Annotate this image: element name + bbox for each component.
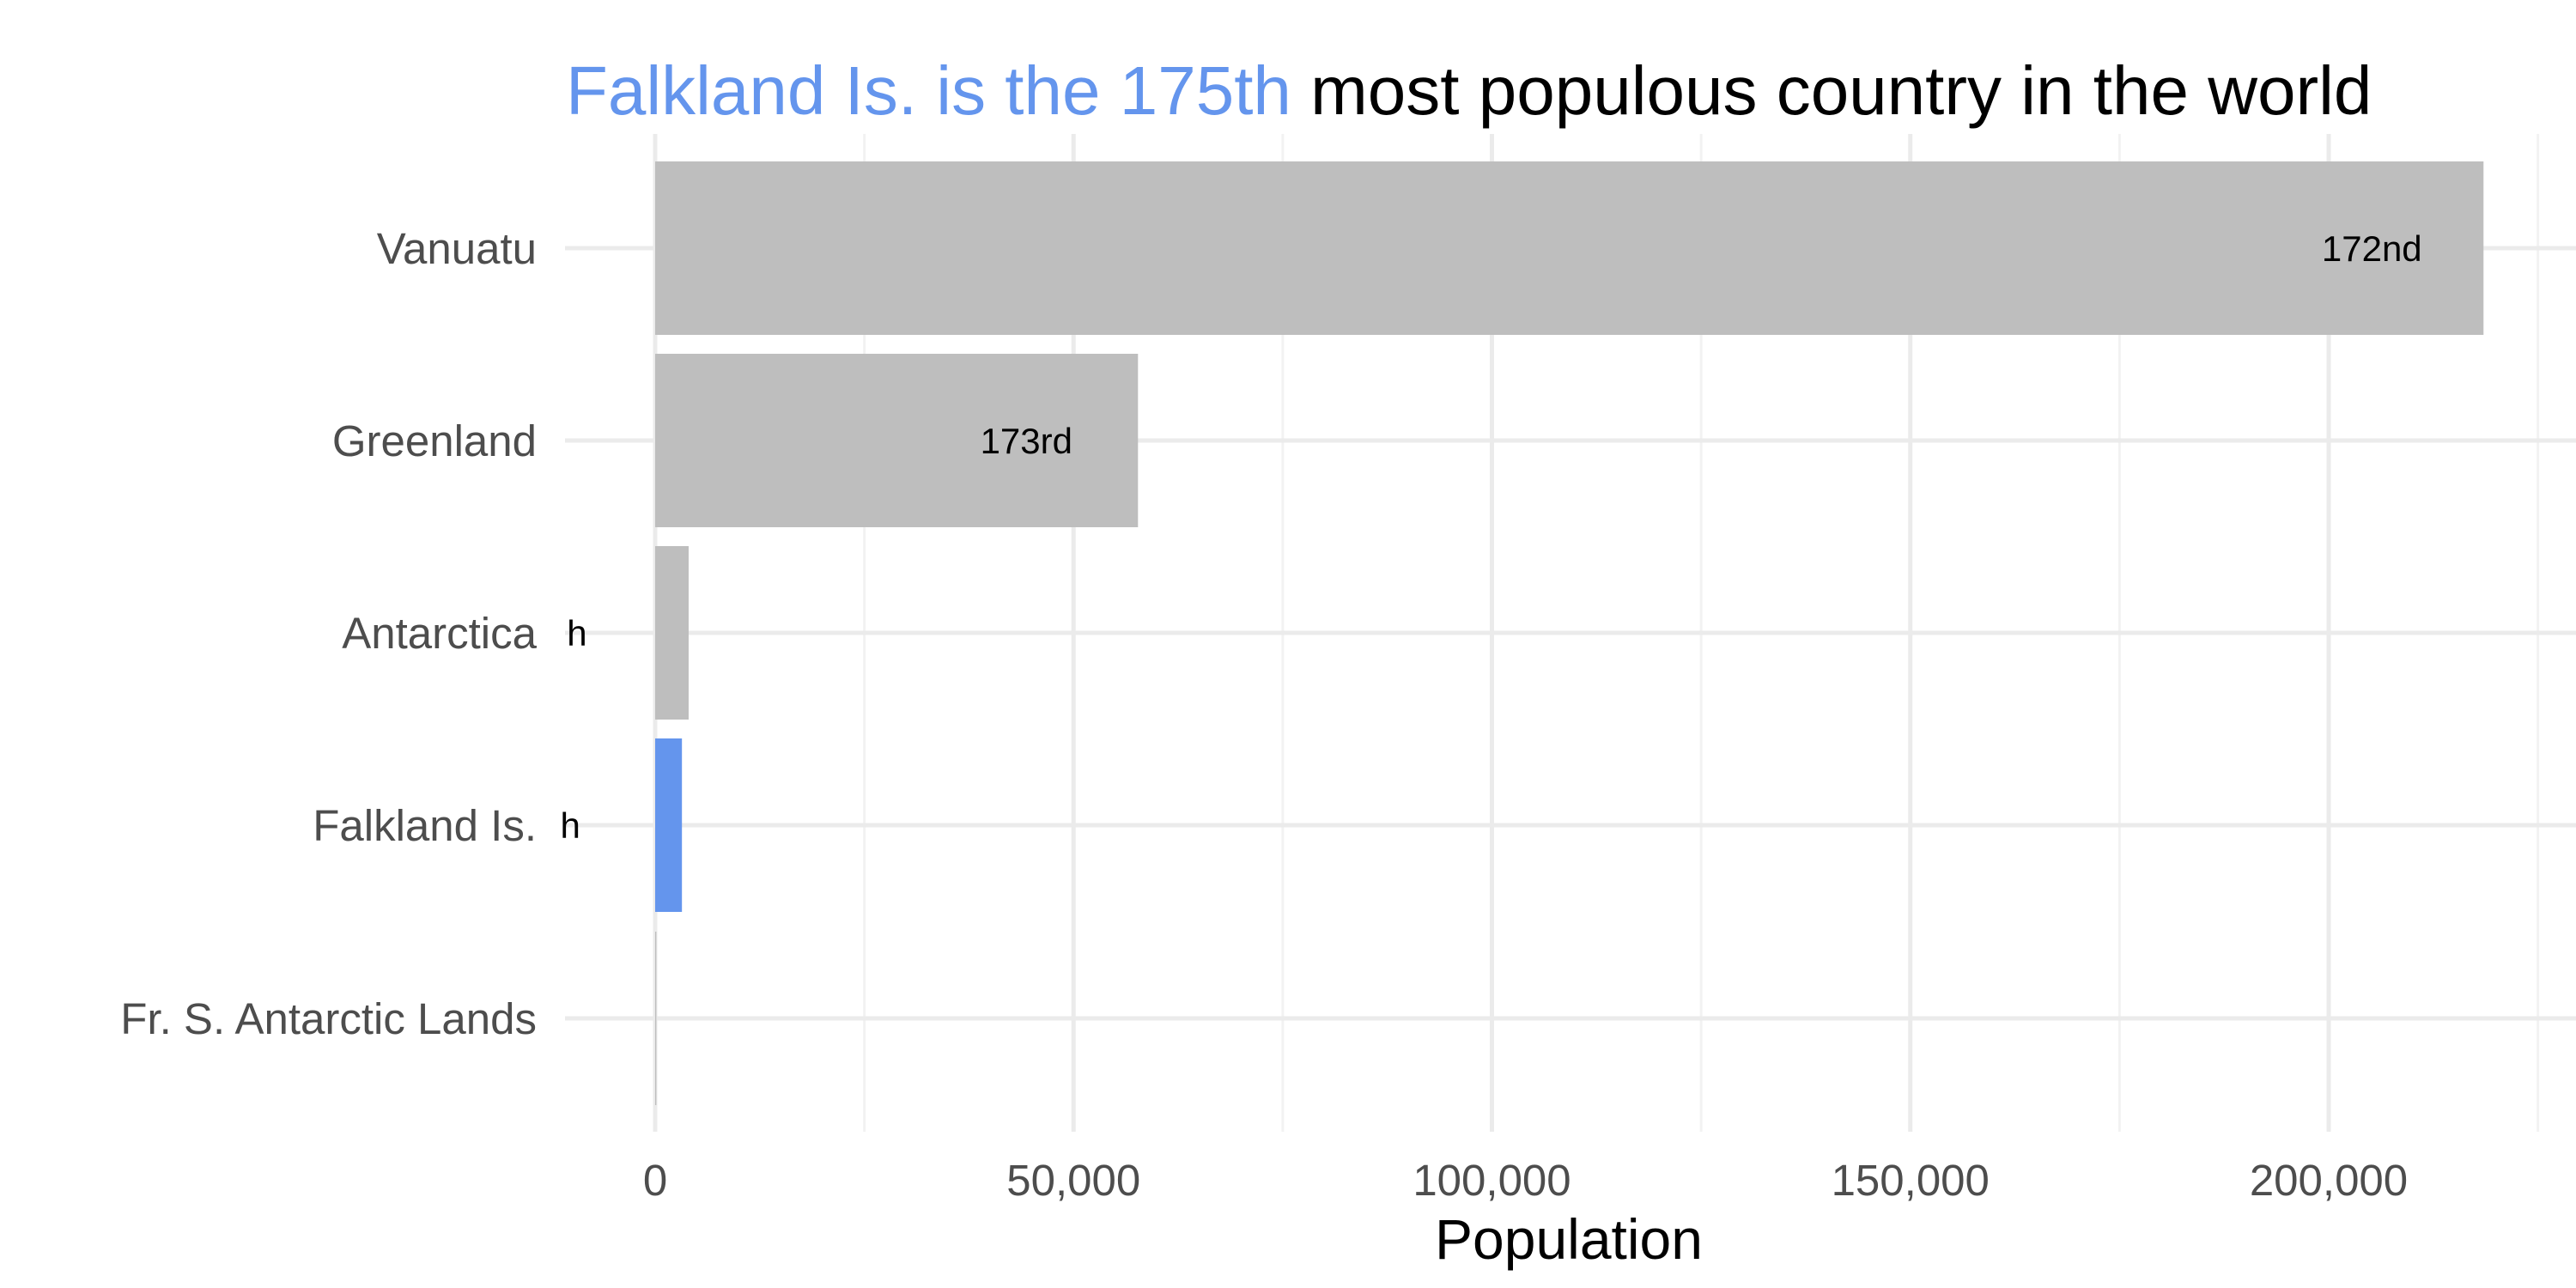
x-tick-label: 50,000 (1006, 1156, 1140, 1205)
bar (655, 354, 1139, 527)
bar (655, 546, 689, 720)
category-label: Vanuatu (377, 224, 537, 273)
x-tick-label: 150,000 (1832, 1156, 1990, 1205)
bars (655, 161, 2484, 1105)
category-label: Antarctica (342, 609, 537, 658)
x-tick-label: 0 (643, 1156, 667, 1205)
category-labels: Vanuatu Greenland Antarctica Falkland Is. Fr… (120, 224, 537, 1043)
bar-label: h (561, 805, 580, 846)
x-axis-title: Population (1435, 1207, 1703, 1271)
x-tick-label: 200,000 (2250, 1156, 2408, 1205)
bar-label: 172nd (2322, 228, 2422, 269)
chart-title: Falkland Is. is the 175th most populous … (566, 52, 2372, 129)
chart-title-rest: most populous country in the world (1291, 52, 2372, 129)
bar-labels: 172nd 173rd h h (561, 228, 2422, 846)
bar (655, 738, 683, 912)
bar-label: h (567, 613, 586, 653)
chart-title-highlight: Falkland Is. is the 175th (566, 52, 1291, 129)
x-tick-labels: 0 50,000 100,000 150,000 200,000 (643, 1156, 2408, 1205)
x-tick-label: 100,000 (1413, 1156, 1571, 1205)
category-label: Fr. S. Antarctic Lands (120, 994, 537, 1043)
bar (655, 161, 2484, 335)
bar (655, 932, 657, 1105)
category-label: Greenland (332, 416, 537, 465)
bar-label: 173rd (981, 421, 1072, 461)
category-label: Falkland Is. (313, 801, 537, 850)
